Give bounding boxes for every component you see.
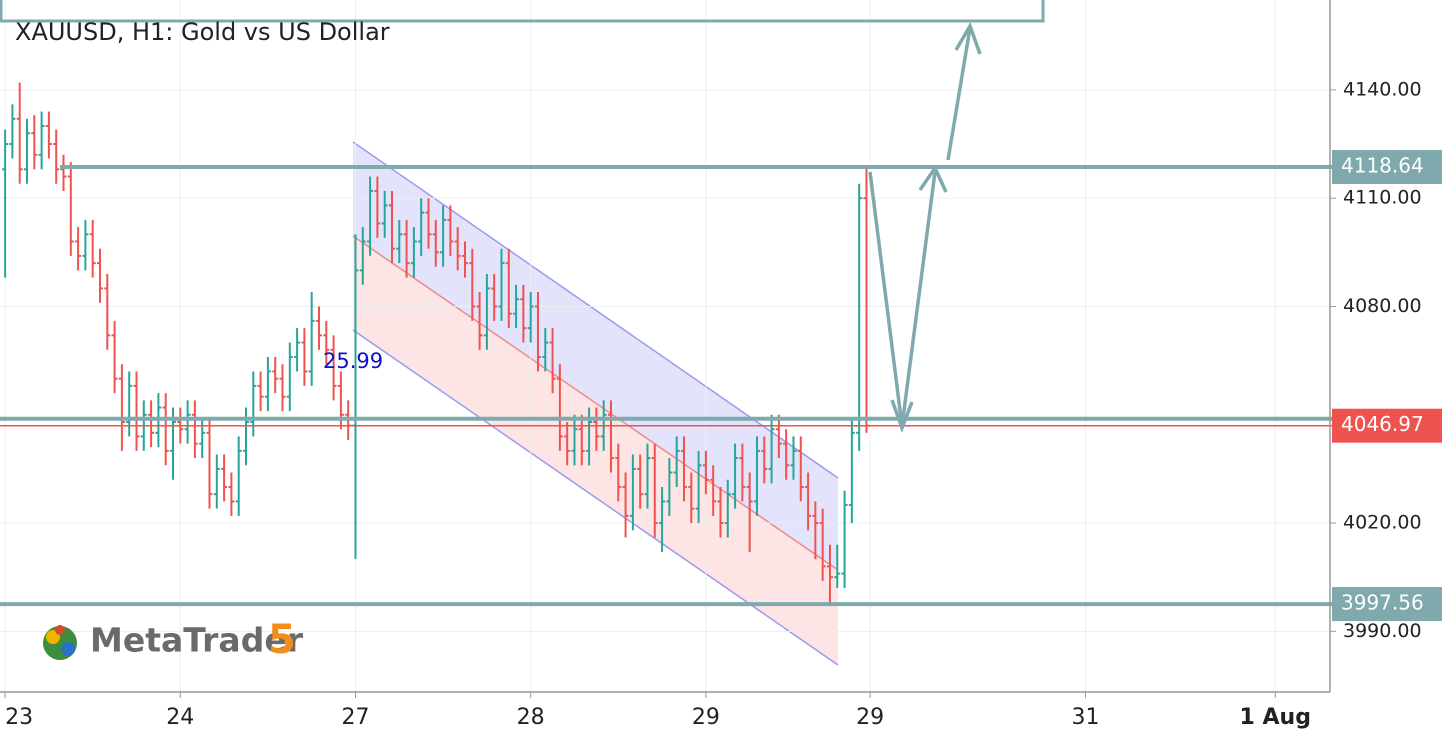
annotation: 25.99 (323, 349, 383, 373)
y-tick-label: 4110.00 (1343, 187, 1422, 209)
level-label-box (1332, 587, 1442, 622)
grid (0, 0, 1330, 692)
x-tick-label: 29 (856, 705, 884, 730)
logo-text: MetaTrader (90, 621, 304, 660)
current-price-label: 4046.97 (1341, 412, 1424, 436)
arrow-head (890, 399, 914, 434)
channel-line (352, 329, 839, 666)
level-label-box (1332, 149, 1442, 184)
arrow-path (946, 27, 972, 161)
logo-icon (43, 625, 77, 660)
x-tick-label: 29 (692, 705, 720, 730)
x-tick-label: 1 Aug (1240, 705, 1311, 730)
overlay: 4118.64 3997.56 4046.97 25.99 (0, 149, 1442, 622)
y-tick-label: 4020.00 (1343, 512, 1422, 534)
x-tick-label: 23 (5, 705, 33, 730)
arrow-head (954, 21, 982, 55)
level-label: 3997.56 (1341, 591, 1424, 615)
y-tick-label: 3990.00 (1343, 620, 1422, 642)
arrow-path (868, 171, 937, 427)
target-box (0, 0, 1045, 23)
x-tick-label: 24 (166, 705, 194, 730)
arrow-head (918, 164, 948, 193)
chart-title: XAUUSD, H1: Gold vs US Dollar (15, 18, 390, 46)
x-tick-label: 27 (341, 705, 369, 730)
logo-number: 5 (268, 617, 296, 663)
x-tick-label: 31 (1071, 705, 1099, 730)
channel-upper-fill (353, 142, 838, 570)
level-label: 4118.64 (1341, 153, 1424, 177)
x-tick-label: 28 (517, 705, 545, 730)
y-tick-label: 4140.00 (1343, 78, 1422, 100)
y-tick-label: 4080.00 (1343, 295, 1422, 317)
current-price-box (1332, 408, 1442, 443)
channel-line (352, 235, 839, 571)
bars (2, 82, 870, 603)
